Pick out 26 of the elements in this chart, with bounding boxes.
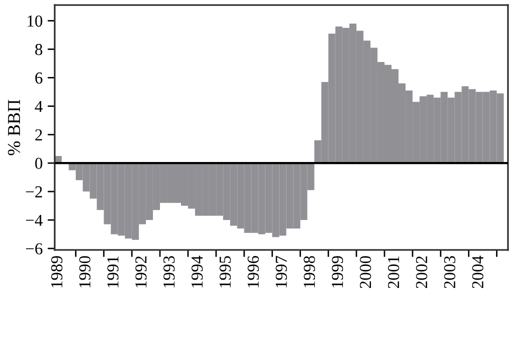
- y-tick-label: −6: [26, 243, 42, 254]
- y-tick-label: 10: [28, 15, 42, 27]
- y-tick-label: 4: [34, 100, 43, 112]
- x-tick-label: 1995: [220, 256, 231, 288]
- x-tick-label: 2000: [360, 256, 372, 288]
- y-tick-label: 2: [35, 129, 42, 140]
- y-tick-label: 0: [35, 158, 42, 170]
- x-tick-label: 1996: [248, 256, 259, 288]
- y-tick-label: 6: [35, 72, 42, 84]
- x-tick-label: 1998: [304, 256, 315, 288]
- x-tick-label: 1991: [107, 256, 119, 288]
- x-tick-label: 1993: [163, 256, 175, 288]
- y-axis-title: % ВВП: [8, 100, 20, 156]
- x-tick-label: 2004: [472, 256, 484, 288]
- x-tick-label: 1992: [135, 256, 147, 288]
- x-tick-label: 2002: [416, 256, 428, 288]
- x-tick-label: 2001: [388, 256, 400, 288]
- x-tick-label: 1994: [192, 256, 203, 288]
- x-tick-label: 1989: [51, 256, 62, 288]
- y-tick-label: −2: [26, 186, 42, 198]
- x-tick-label: 1997: [276, 256, 287, 288]
- y-tick-label: 8: [35, 44, 42, 56]
- x-tick-label: 1999: [332, 256, 344, 288]
- x-tick-label: 2003: [444, 256, 456, 288]
- x-tick-label: 1990: [79, 256, 90, 288]
- y-tick-label: −4: [26, 214, 43, 226]
